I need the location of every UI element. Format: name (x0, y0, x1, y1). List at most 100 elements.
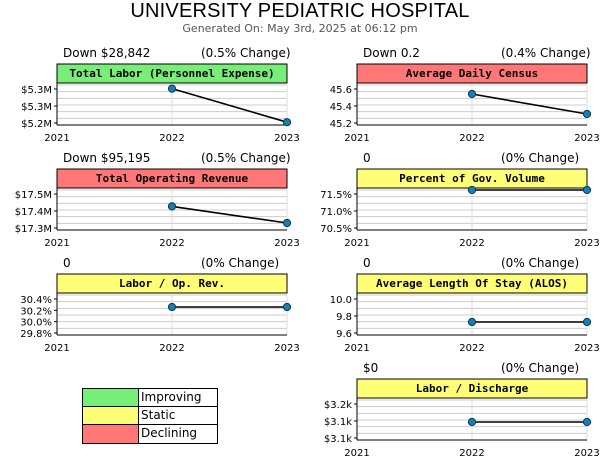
legend-label-static: Static (141, 408, 176, 422)
change-percent: (0% Change) (501, 151, 580, 165)
y-tick-label: 9.8 (336, 312, 352, 323)
x-tick-label: 2022 (459, 133, 484, 144)
y-tick-label: $5.3M (21, 102, 52, 113)
chart-title: Labor / Op. Rev. (119, 277, 225, 290)
y-tick-label: $5.3M (21, 85, 52, 96)
chart-title: Percent of Gov. Volume (399, 172, 545, 185)
y-tick-label: 45.2 (330, 119, 352, 130)
data-point (282, 218, 292, 228)
chart-labor-op-rev: Labor / Op. Rev. 30.4%30.2%30.0%29.8% 2021… (20, 273, 300, 354)
change-amount: Down $28,842 (63, 46, 151, 60)
x-tick-label: 2023 (274, 343, 299, 354)
data-point (167, 84, 177, 93)
x-tick-label: 2022 (459, 238, 484, 249)
change-amount: 0 (363, 151, 371, 165)
data-point (282, 302, 292, 312)
data-point (167, 202, 177, 211)
page-title: UNIVERSITY PEDIATRIC HOSPITAL (130, 0, 470, 22)
x-tick-label: 2021 (344, 133, 369, 144)
series-line (171, 87, 288, 123)
legend-label-improving: Improving (141, 390, 202, 404)
change-percent: (0% Change) (201, 256, 280, 270)
y-tick-label: $3.2k (324, 400, 352, 411)
data-point (467, 317, 477, 327)
chart-panel-average-length-of-stay-alos: 0 (0% Change) Average Length Of Stay (ALOS… (305, 256, 600, 367)
data-point (582, 417, 592, 427)
x-tick-label: 2022 (159, 343, 184, 354)
y-tick-label: $3.1k (324, 417, 352, 428)
chart-title: Average Daily Census (406, 67, 538, 80)
legend-item-static: Static (83, 407, 217, 425)
chart-title: Labor / Discharge (416, 382, 529, 395)
status-legend: Improving Static Declining (82, 388, 218, 444)
x-tick-label: 2022 (459, 448, 484, 459)
y-tick-label: 30.4% (20, 295, 52, 306)
change-percent: (0% Change) (501, 256, 580, 270)
series-line (471, 93, 588, 115)
legend-item-declining: Declining (83, 425, 217, 443)
legend-swatch-declining (83, 425, 139, 443)
y-tick-label: 70.5% (320, 224, 352, 235)
y-tick-label: $17.4M (15, 207, 52, 218)
chart-panel-average-daily-census: Down 0.2 (0.4% Change) Average Daily Censu… (305, 46, 600, 157)
y-tick-label: 30.2% (20, 306, 52, 317)
legend-swatch-improving (83, 389, 139, 406)
change-amount: $0 (363, 361, 379, 375)
x-tick-label: 2023 (574, 343, 599, 354)
change-amount: 0 (63, 256, 71, 270)
chart-panel-total-operating-revenue: Down $95,195 (0.5% Change) Total Operating… (5, 151, 305, 262)
y-tick-label: $17.5M (15, 190, 52, 201)
legend-item-improving: Improving (83, 389, 217, 407)
chart-title: Total Operating Revenue (96, 172, 249, 185)
data-point (582, 185, 592, 195)
x-tick-label: 2022 (459, 343, 484, 354)
y-tick-label: 45.6 (330, 85, 352, 96)
legend-swatch-static (83, 407, 139, 424)
change-percent: (0% Change) (501, 361, 580, 375)
change-amount: Down $95,195 (63, 151, 151, 165)
chart-title: Total Labor (Personnel Expense) (69, 67, 274, 80)
chart-average-length-of-stay-alos: Average Length Of Stay (ALOS) 10.0 9.8 9.6 2… (330, 273, 600, 354)
x-tick-label: 2023 (574, 448, 599, 459)
chart-total-operating-revenue: Total Operating Revenue $17.5M $17.4M $17.3… (15, 168, 300, 249)
x-tick-label: 2023 (574, 133, 599, 144)
change-percent: (0.4% Change) (501, 46, 591, 60)
y-tick-label: $17.3M (15, 224, 52, 235)
generated-timestamp: Generated On: May 3rd, 2025 at 06:12 pm (182, 22, 418, 35)
y-tick-label: 9.6 (336, 329, 352, 340)
x-tick-label: 2021 (344, 343, 369, 354)
chart-panel-total-labor-personnel-expense: Down $28,842 (0.5% Change) Total Labor (Pe… (5, 46, 305, 157)
x-tick-label: 2023 (274, 133, 299, 144)
chart-labor-discharge: Labor / Discharge $3.2k $3.1k $3.1k 2021 2022… (324, 378, 600, 459)
change-amount: Down 0.2 (363, 46, 420, 60)
chart-panel-percent-of-gov-volume: 0 (0% Change) Percent of Gov. Volume 71.5% 7… (305, 151, 600, 262)
data-point (467, 89, 477, 99)
chart-average-daily-census: Average Daily Census 45.6 45.4 45.2 2021 2022… (330, 63, 600, 144)
y-tick-label: $3.1k (324, 434, 352, 445)
data-point (467, 417, 477, 427)
y-tick-label: $5.2M (21, 119, 52, 130)
data-point (467, 185, 477, 195)
data-point (282, 118, 292, 127)
legend-label-declining: Declining (141, 426, 198, 440)
chart-panel-labor-discharge: $0 (0% Change) Labor / Discharge $3.2k $3.1k… (305, 361, 600, 472)
x-tick-label: 2021 (344, 238, 369, 249)
x-tick-label: 2022 (159, 238, 184, 249)
y-tick-label: 10.0 (330, 295, 352, 306)
data-point (582, 317, 592, 327)
y-tick-label: 30.0% (20, 318, 52, 329)
chart-total-labor-personnel-expense: Total Labor (Personnel Expense) $5.3M $5.3… (21, 63, 300, 144)
x-tick-label: 2023 (274, 238, 299, 249)
x-tick-label: 2021 (44, 133, 69, 144)
chart-title: Average Length Of Stay (ALOS) (376, 277, 568, 290)
x-tick-label: 2023 (574, 238, 599, 249)
chart-percent-of-gov-volume: Percent of Gov. Volume 71.5% 71.0% 70.5% 202… (320, 168, 600, 249)
y-tick-label: 71.0% (320, 207, 352, 218)
data-point (582, 109, 592, 119)
chart-panel-labor-op-rev: 0 (0% Change) Labor / Op. Rev. 30.4% 30.2% 30… (5, 256, 305, 367)
x-tick-label: 2022 (159, 133, 184, 144)
x-tick-label: 2021 (44, 343, 69, 354)
change-amount: 0 (363, 256, 371, 270)
data-point (167, 302, 177, 312)
x-tick-label: 2021 (344, 448, 369, 459)
